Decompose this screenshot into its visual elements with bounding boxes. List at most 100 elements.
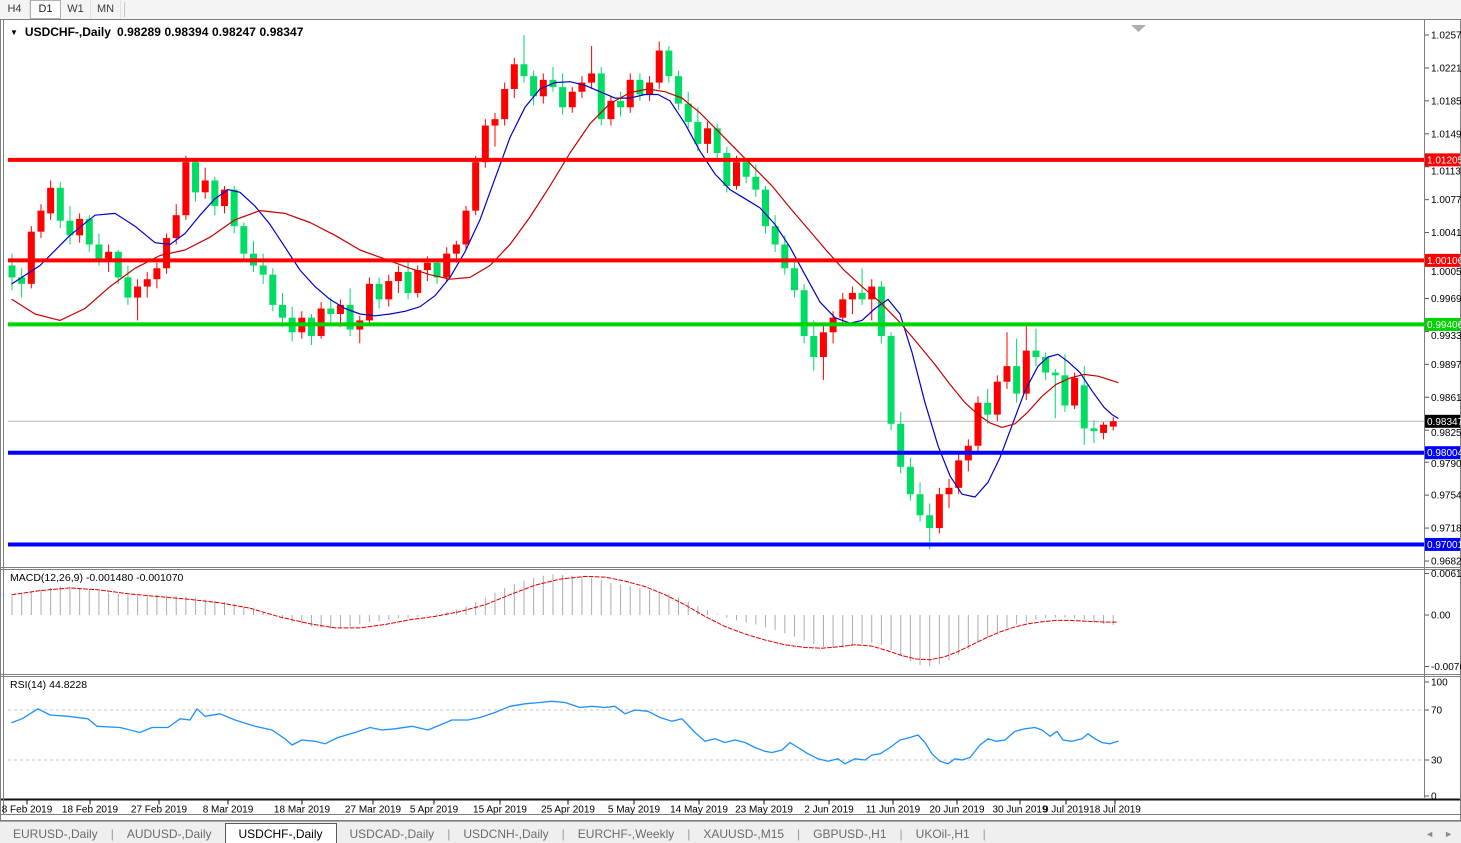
rsi-pane xyxy=(8,700,1424,765)
svg-text:27 Feb 2019: 27 Feb 2019 xyxy=(131,805,188,816)
svg-text:1.01205: 1.01205 xyxy=(1427,155,1461,166)
rsi-name: RSI(14) xyxy=(10,679,47,691)
svg-text:0.96820: 0.96820 xyxy=(1431,556,1461,567)
svg-text:0.99406: 0.99406 xyxy=(1427,320,1461,331)
tab-scrollbar: ◄ ► xyxy=(1425,825,1461,843)
svg-text:27 Mar 2019: 27 Mar 2019 xyxy=(345,805,402,816)
chart-symbol-label: USDCHF-,Daily xyxy=(24,25,111,39)
symbol-tab-eurchf-weekly[interactable]: EURCHF-,Weekly xyxy=(577,827,675,841)
ohlc-values: 0.98289 0.98394 0.98247 0.98347 xyxy=(117,25,304,39)
svg-text:18 Mar 2019: 18 Mar 2019 xyxy=(274,805,331,816)
price-pane xyxy=(8,25,1146,550)
tab-separator: | xyxy=(982,827,986,841)
tab-separator: | xyxy=(687,827,691,841)
toolbar-separator xyxy=(124,2,125,17)
svg-text:1.00410: 1.00410 xyxy=(1431,228,1461,239)
symbol-tab-xauusd-m15[interactable]: XAUUSD-,M15 xyxy=(703,827,785,841)
svg-text:8 Feb 2019: 8 Feb 2019 xyxy=(2,805,53,816)
tab-separator: | xyxy=(797,827,801,841)
ma-fast-line xyxy=(11,81,1119,498)
tab-scroll-right-icon[interactable]: ► xyxy=(1444,829,1453,839)
macd-signal-line xyxy=(11,575,1119,661)
timeframe-button-d1[interactable]: D1 xyxy=(30,0,61,19)
chart-menu-triangle-icon[interactable]: ▼ xyxy=(10,27,18,37)
level-lines-layer xyxy=(8,157,1424,547)
svg-text:5 Apr 2019: 5 Apr 2019 xyxy=(410,805,459,816)
symbol-tab-gbpusd-h1[interactable]: GBPUSD-,H1 xyxy=(813,827,887,841)
high-value: 0.98394 xyxy=(164,25,209,39)
tab-separator: | xyxy=(447,827,451,841)
close-value: 0.98347 xyxy=(259,25,304,39)
timeframe-button-mn[interactable]: MN xyxy=(91,0,121,19)
svg-text:30: 30 xyxy=(1431,756,1443,767)
svg-text:0.98347: 0.98347 xyxy=(1427,417,1461,428)
symbol-tab-usdcad-daily[interactable]: USDCAD-,Daily xyxy=(349,827,435,841)
tab-separator: | xyxy=(561,827,565,841)
symbol-tab-usdcnh-daily[interactable]: USDCNH-,Daily xyxy=(463,827,549,841)
symbol-tab-eurusd-daily[interactable]: EURUSD-,Daily xyxy=(13,827,98,841)
svg-text:23 May 2019: 23 May 2019 xyxy=(735,805,793,816)
tab-separator: | xyxy=(110,827,114,841)
open-value: 0.98289 xyxy=(116,25,162,39)
symbol-tab-usdchf-daily[interactable]: USDCHF-,Daily xyxy=(224,823,337,843)
svg-text:1.01130: 1.01130 xyxy=(1431,166,1461,177)
chart-window: 1.02570 1.02210 1.01850 1.01490 1.01130 1.007… xyxy=(0,19,1461,821)
macd-signal-value: -0.001070 xyxy=(136,572,184,584)
axis-layer xyxy=(0,34,1461,805)
svg-text:25 Apr 2019: 25 Apr 2019 xyxy=(541,805,595,816)
svg-text:2 Jun 2019: 2 Jun 2019 xyxy=(804,805,854,816)
svg-text:30 Jun 2019: 30 Jun 2019 xyxy=(992,805,1047,816)
timeframe-toolbar: H4 D1 W1 MN xyxy=(0,0,1461,20)
svg-text:0.00: 0.00 xyxy=(1431,611,1451,622)
tab-separator: | xyxy=(899,827,903,841)
timeframe-button-w1[interactable]: W1 xyxy=(61,0,91,19)
svg-text:0.98004: 0.98004 xyxy=(1427,448,1461,459)
svg-text:14 May 2019: 14 May 2019 xyxy=(670,805,728,816)
svg-text:9 Jul 2019: 9 Jul 2019 xyxy=(1043,805,1090,816)
svg-text:1.02210: 1.02210 xyxy=(1431,63,1461,74)
symbol-tab-ukoil-h1[interactable]: UKOil-,H1 xyxy=(915,827,970,841)
autoscroll-marker-icon xyxy=(1131,25,1146,32)
macd-indicator-label: MACD(12,26,9) -0.001480 -0.001070 xyxy=(10,572,183,584)
svg-text:18 Jul 2019: 18 Jul 2019 xyxy=(1089,805,1141,816)
svg-text:20 Jun 2019: 20 Jun 2019 xyxy=(929,805,984,816)
macd-pane xyxy=(11,574,1119,667)
svg-text:70: 70 xyxy=(1431,706,1443,717)
svg-text:8 Mar 2019: 8 Mar 2019 xyxy=(203,805,254,816)
svg-text:15 Apr 2019: 15 Apr 2019 xyxy=(473,805,527,816)
svg-text:1.00770: 1.00770 xyxy=(1431,195,1461,206)
macd-name: MACD(12,26,9) xyxy=(10,572,83,584)
rsi-value: 44.8228 xyxy=(49,679,88,691)
svg-text:0.00613: 0.00613 xyxy=(1431,569,1461,580)
svg-text:-0.00761: -0.00761 xyxy=(1431,662,1461,673)
symbol-tab-audusd-daily[interactable]: AUDUSD-,Daily xyxy=(126,827,212,841)
rsi-indicator-label: RSI(14) 44.8228 xyxy=(10,679,87,691)
tab-scroll-left-icon[interactable]: ◄ xyxy=(1425,829,1435,839)
svg-text:18 Feb 2019: 18 Feb 2019 xyxy=(62,805,119,816)
rsi-line xyxy=(11,700,1119,765)
symbol-tab-bar: EURUSD-,Daily | AUDUSD-,Daily USDCHF-,Daily… xyxy=(0,821,1461,843)
svg-text:1.01850: 1.01850 xyxy=(1431,96,1461,107)
ma-slow-line xyxy=(11,88,1119,428)
svg-text:1.02570: 1.02570 xyxy=(1431,31,1461,42)
svg-text:11 Jun 2019: 11 Jun 2019 xyxy=(866,805,921,816)
svg-text:100: 100 xyxy=(1431,678,1448,689)
svg-text:1.01490: 1.01490 xyxy=(1431,129,1461,140)
svg-text:0.97001: 0.97001 xyxy=(1427,540,1461,551)
low-value: 0.98247 xyxy=(211,25,257,39)
svg-text:0: 0 xyxy=(1431,792,1437,803)
chart-canvas[interactable]: 1.02570 1.02210 1.01850 1.01490 1.01130 1.007… xyxy=(0,19,1461,821)
timeframe-button-h4[interactable]: H4 xyxy=(0,0,30,19)
chart-title: ▼ USDCHF-,Daily 0.98289 0.98394 0.98247 … xyxy=(10,25,304,39)
macd-value: -0.001480 xyxy=(85,572,134,584)
